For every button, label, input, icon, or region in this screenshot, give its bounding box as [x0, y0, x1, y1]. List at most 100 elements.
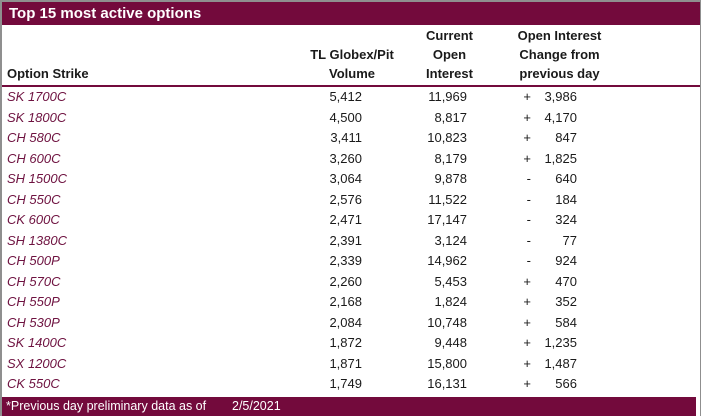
table-row: SX 1200C 1,871 15,800 +1,487: [2, 354, 700, 375]
oi-change-sign: +: [523, 109, 531, 125]
open-interest-cell: 17,147: [427, 212, 467, 227]
oi-change-sign: +: [523, 89, 531, 104]
row-filler: [627, 231, 700, 252]
oi-change-value: 924: [555, 253, 577, 268]
open-interest-cell: 14,962: [427, 253, 467, 268]
oi-change-cell: +1,235: [492, 333, 627, 354]
table-row: CH 580C 3,411 10,823 +847: [2, 128, 700, 149]
open-interest-cell: 1,824: [434, 294, 467, 309]
table-row: SH 1500C 3,064 9,878 - 640: [2, 169, 700, 190]
oi-change-value: 1,235: [544, 335, 577, 350]
open-interest-cell: 5,453: [434, 273, 467, 289]
oi-change-value: 324: [555, 212, 577, 227]
open-interest-cell: 15,800: [427, 355, 467, 371]
header-open-interest: Current Open Interest: [407, 25, 492, 85]
header-line: Interest: [426, 66, 473, 81]
volume-cell: 5,412: [329, 89, 362, 104]
option-strike-cell: SK 1800C: [7, 109, 67, 125]
oi-change-sign: +: [523, 335, 531, 350]
volume-cell: 2,168: [329, 294, 362, 309]
row-filler: [627, 374, 700, 395]
open-interest-cell: 10,823: [427, 130, 467, 145]
oi-change-value: 352: [555, 294, 577, 309]
option-strike-cell: CH 530P: [7, 314, 60, 330]
volume-cell: 2,471: [329, 212, 362, 227]
option-strike-cell: CK 550C: [7, 376, 60, 391]
table-body: SK 1700C 5,412 11,969 +3,986 SK 1800C 4,500 8,…: [2, 87, 700, 395]
row-filler: [627, 272, 700, 293]
row-filler: [627, 251, 700, 272]
oi-change-value: 1,487: [544, 355, 577, 371]
oi-change-value: 584: [555, 314, 577, 330]
table-row: CK 550C 1,749 16,131 +566: [2, 374, 700, 395]
oi-change-cell: +566: [492, 374, 627, 395]
oi-change-value: 1,825: [544, 150, 577, 166]
oi-change-sign: +: [523, 314, 531, 330]
option-strike-cell: SK 1700C: [7, 89, 67, 104]
row-filler: [627, 190, 700, 211]
volume-cell: 2,576: [329, 191, 362, 207]
oi-change-sign: +: [523, 294, 531, 309]
open-interest-cell: 11,969: [428, 89, 467, 104]
header-line: Open Interest: [517, 28, 602, 43]
option-strike-cell: CH 550P: [7, 294, 60, 309]
row-filler: [627, 313, 700, 334]
footnote-date: 2/5/2021: [232, 399, 281, 413]
oi-change-cell: - 924: [492, 251, 627, 272]
header-line: Change from: [519, 47, 600, 62]
table-title: Top 15 most active options: [9, 5, 202, 22]
oi-change-value: 847: [555, 130, 577, 145]
oi-change-value: 470: [555, 273, 577, 289]
oi-change-sign: +: [523, 273, 531, 289]
option-strike-cell: CK 600C: [7, 212, 60, 227]
option-strike-cell: CH 600C: [7, 150, 61, 166]
open-interest-cell: 8,179: [434, 150, 467, 166]
oi-change-sign: +: [523, 355, 531, 371]
open-interest-cell: 11,522: [428, 191, 467, 207]
open-interest-cell: 3,124: [434, 232, 467, 248]
option-strike-cell: CH 500P: [7, 253, 60, 268]
header-filler: [627, 25, 700, 85]
footnote-text: *Previous day preliminary data as of: [6, 399, 207, 413]
oi-change-sign: +: [523, 376, 531, 391]
oi-change-value: 184: [555, 191, 577, 207]
oi-change-cell: - 184: [492, 190, 627, 211]
open-interest-cell: 8,817: [434, 109, 467, 125]
oi-change-cell: +847: [492, 128, 627, 149]
row-filler: [627, 87, 700, 108]
oi-change-value: 4,170: [544, 109, 577, 125]
header-option-strike: Option Strike: [2, 25, 297, 85]
volume-cell: 1,749: [329, 376, 362, 391]
option-strike-cell: CH 550C: [7, 191, 61, 207]
oi-change-value: 3,986: [544, 89, 577, 104]
row-filler: [627, 108, 700, 129]
table-row: CH 550C 2,576 11,522 - 184: [2, 190, 700, 211]
row-filler: [627, 169, 700, 190]
table-row: SH 1380C 2,391 3,124 - 77: [2, 231, 700, 252]
table-row: CH 530P 2,084 10,748 +584: [2, 313, 700, 334]
option-strike-cell: SX 1200C: [7, 355, 67, 371]
header-line: previous day: [519, 66, 600, 81]
oi-change-cell: +470: [492, 272, 627, 293]
oi-change-cell: +584: [492, 313, 627, 334]
table-title-bar: Top 15 most active options: [2, 2, 700, 25]
oi-change-sign: -: [526, 171, 531, 186]
open-interest-cell: 9,448: [434, 335, 467, 350]
table-row: CH 550P 2,168 1,824 +352: [2, 292, 700, 313]
header-line: Volume: [329, 66, 375, 81]
footnote-bar: *Previous day preliminary data as of 2/5…: [2, 397, 696, 416]
table-row: CH 500P 2,339 14,962 - 924: [2, 251, 700, 272]
row-filler: [627, 354, 700, 375]
oi-change-sign: +: [523, 150, 531, 166]
oi-change-cell: - 324: [492, 210, 627, 231]
row-filler: [627, 292, 700, 313]
header-line: Option Strike: [7, 66, 89, 81]
oi-change-cell: +4,170: [492, 108, 627, 129]
volume-cell: 1,872: [329, 335, 362, 350]
oi-change-cell: +3,986: [492, 87, 627, 108]
table-row: CH 570C 2,260 5,453 +470: [2, 272, 700, 293]
oi-change-cell: +1,825: [492, 149, 627, 170]
header-volume: TL Globex/Pit Volume: [297, 25, 407, 85]
table-row: SK 1800C 4,500 8,817 +4,170: [2, 108, 700, 129]
